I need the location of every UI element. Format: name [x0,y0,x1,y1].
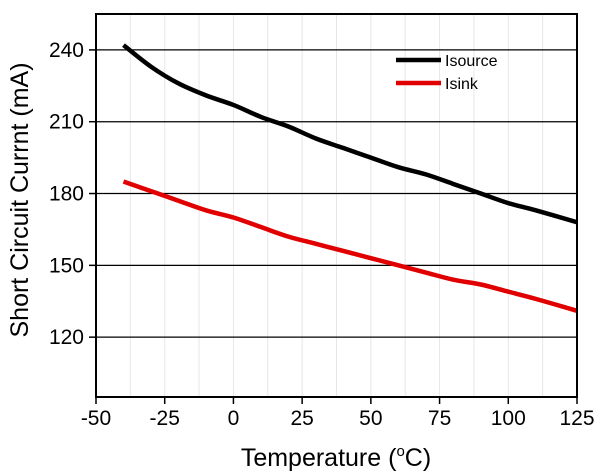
x-tick-label: 125 [559,407,594,430]
series-line-isink [122,179,578,313]
legend-label-isink: Isink [445,76,479,93]
x-axis-label-unit: C) [405,444,431,472]
y-axis-label: Short Circuit Currnt (mA) [6,62,34,337]
x-tick-label: 0 [228,407,240,430]
x-tick-label: -25 [150,407,180,430]
x-tick-label: -50 [81,407,111,430]
y-tick-label: 240 [49,39,84,62]
grid [96,14,577,397]
y-tick-label: 120 [49,326,84,349]
x-tick-label: 75 [428,407,451,430]
y-tick-label: 180 [49,183,84,206]
series-group [122,43,578,313]
ticks: -50 -25 0 25 50 75 100 125 120 150 180 210 240 [49,39,595,430]
x-tick-label: 25 [290,407,313,430]
legend: Isource Isink [396,53,498,93]
series-line-isource [122,43,578,225]
plot-frame [95,13,578,398]
x-axis-label-superscript: o [396,443,404,460]
y-tick-label: 210 [49,111,84,134]
legend-label-isource: Isource [445,53,498,70]
x-tick-label: 100 [491,407,526,430]
x-tick-label: 50 [359,407,382,430]
y-tick-label: 150 [49,254,84,277]
x-axis-label-text: Temperature ( [241,444,397,472]
x-axis-label: Temperature (oC) [241,443,431,472]
